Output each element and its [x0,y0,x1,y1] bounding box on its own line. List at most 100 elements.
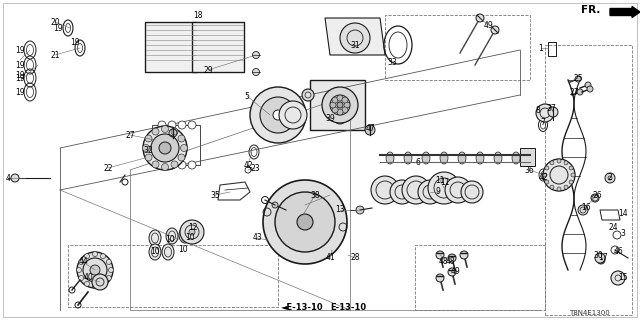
Text: 18: 18 [193,11,203,20]
Text: 27: 27 [125,131,135,140]
Circle shape [11,174,19,182]
Bar [145,22,197,72]
Text: 19: 19 [15,87,25,97]
Bar [548,42,556,56]
Ellipse shape [162,244,174,260]
Text: 10: 10 [185,234,195,243]
Text: T8N4E1300: T8N4E1300 [569,310,610,316]
Circle shape [356,206,364,214]
Ellipse shape [303,197,313,211]
Circle shape [106,276,111,281]
Text: 16: 16 [581,204,591,212]
Bar [68,245,278,307]
Circle shape [152,128,159,135]
Ellipse shape [422,152,430,164]
Circle shape [250,87,306,143]
Circle shape [545,166,549,170]
Circle shape [171,128,178,135]
Circle shape [402,176,430,204]
Ellipse shape [291,200,301,213]
Circle shape [189,229,195,235]
Circle shape [371,176,399,204]
Circle shape [543,159,575,191]
Text: 24: 24 [608,223,618,233]
Text: 23: 23 [250,164,260,172]
Text: 11: 11 [440,178,450,187]
Circle shape [461,181,483,203]
Circle shape [365,125,375,135]
Circle shape [557,159,561,163]
Circle shape [337,109,343,115]
Ellipse shape [404,152,412,164]
Circle shape [263,180,347,264]
Text: 33: 33 [387,58,397,67]
Circle shape [273,110,283,120]
Text: 31: 31 [350,41,360,50]
Circle shape [145,135,152,142]
Circle shape [330,95,350,115]
Text: 19: 19 [53,23,63,33]
Circle shape [161,125,168,132]
Circle shape [77,268,81,273]
Circle shape [178,121,186,129]
Bar [192,22,244,72]
Circle shape [448,268,456,276]
Text: 15: 15 [618,274,628,283]
Circle shape [302,89,314,101]
Circle shape [279,101,307,129]
FancyArrow shape [610,6,640,18]
Circle shape [253,68,259,76]
Circle shape [92,274,108,290]
Circle shape [491,26,499,34]
Text: 10: 10 [150,247,160,257]
Circle shape [436,274,444,282]
Circle shape [143,126,187,170]
Circle shape [100,281,106,286]
Circle shape [188,121,196,129]
Ellipse shape [282,223,295,233]
Circle shape [597,256,605,264]
Text: 42: 42 [243,161,253,170]
Text: 11: 11 [435,175,445,185]
Circle shape [84,281,90,286]
Ellipse shape [149,230,161,246]
Circle shape [322,87,358,123]
Circle shape [340,23,370,53]
Circle shape [159,142,171,154]
Circle shape [587,86,593,92]
Text: ◄E-13-10: ◄E-13-10 [281,303,323,313]
Circle shape [543,173,547,177]
Ellipse shape [282,211,295,221]
Bar [520,148,535,166]
Text: 42: 42 [538,172,548,181]
Text: 9: 9 [436,188,440,196]
Circle shape [84,254,90,259]
Circle shape [595,253,605,263]
Ellipse shape [166,228,178,244]
Circle shape [106,260,111,265]
Circle shape [171,161,178,168]
Circle shape [337,102,343,108]
Circle shape [557,187,561,191]
Circle shape [428,172,460,204]
Text: 40: 40 [83,274,93,283]
Ellipse shape [303,233,313,247]
Ellipse shape [458,152,466,164]
Text: 3: 3 [621,229,625,238]
Text: 28: 28 [350,253,360,262]
Text: 44: 44 [78,258,88,267]
Text: 49: 49 [450,268,460,276]
Ellipse shape [512,152,520,164]
Circle shape [545,180,549,184]
Text: 19: 19 [15,74,25,83]
Circle shape [168,161,176,169]
Ellipse shape [494,152,502,164]
Circle shape [158,161,166,169]
Circle shape [143,145,150,151]
Text: 2: 2 [607,172,612,181]
Circle shape [536,104,554,122]
Text: 25: 25 [573,74,583,83]
Circle shape [178,161,186,169]
Circle shape [272,202,278,208]
Text: 36: 36 [524,165,534,174]
